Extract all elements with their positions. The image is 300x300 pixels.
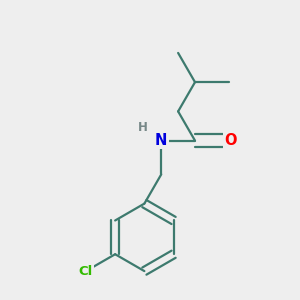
- Text: O: O: [224, 133, 237, 148]
- Text: N: N: [155, 133, 167, 148]
- Text: H: H: [138, 121, 148, 134]
- Text: Cl: Cl: [79, 265, 93, 278]
